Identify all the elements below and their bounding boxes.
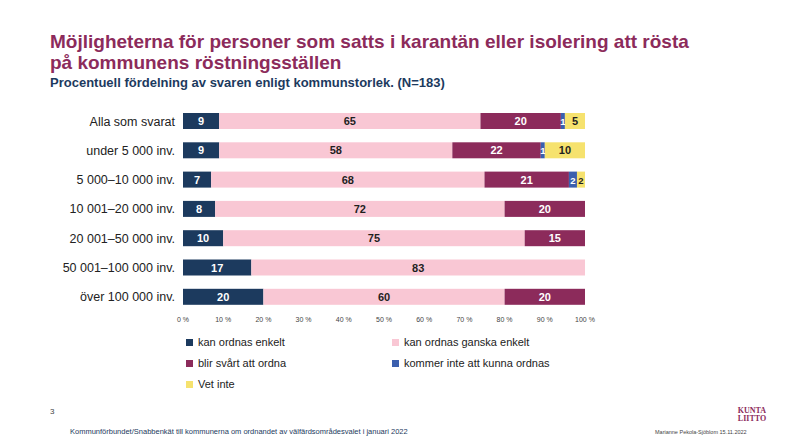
data-label: 10 <box>197 232 209 244</box>
tick-label: 40 % <box>336 316 352 323</box>
data-label: 1 <box>540 145 546 156</box>
data-label: 15 <box>549 232 561 244</box>
bar-segment <box>183 142 219 158</box>
data-label: 65 <box>344 115 356 127</box>
tick-label: 50 % <box>376 316 392 323</box>
data-labels: 9652015958221107682122872201075151783206… <box>194 115 584 303</box>
category-label: under 5 000 inv. <box>86 144 175 158</box>
tick-label: 60 % <box>416 316 432 323</box>
title-line: på kommunens röstningsställen <box>50 52 341 73</box>
bar-segment <box>585 201 586 217</box>
legend-swatch <box>392 360 399 367</box>
tick-label: 100 % <box>575 316 595 323</box>
bar-segment <box>525 230 585 246</box>
tick-label: 0 % <box>177 316 189 323</box>
source: Kommunförbundet/Snabbenkät till kommuner… <box>70 427 408 436</box>
bar-segment <box>585 230 586 246</box>
category-label: över 100 000 inv. <box>80 290 175 304</box>
bars <box>183 113 585 305</box>
bar-segment <box>569 172 577 188</box>
tick-label: 80 % <box>497 316 513 323</box>
bar-segment <box>505 201 585 217</box>
data-label: 1 <box>560 116 566 127</box>
data-label: 5 <box>572 115 578 127</box>
bar-segment <box>585 260 586 276</box>
category-label: 10 001–20 000 inv. <box>70 202 175 216</box>
legend-swatch <box>186 339 193 346</box>
data-label: 2 <box>578 175 583 186</box>
tick-label: 90 % <box>537 316 553 323</box>
chart: Möjligheterna för personer som satts i k… <box>0 0 790 444</box>
bar-segment <box>485 172 569 188</box>
tick-label: 20 % <box>255 316 271 323</box>
page-number: 3 <box>50 407 55 416</box>
legend-label: Vet inte <box>198 378 235 390</box>
category-label: 5 000–10 000 inv. <box>77 173 175 187</box>
category-label: 20 001–50 000 inv. <box>70 232 175 246</box>
tick-label: 70 % <box>456 316 472 323</box>
data-label: 20 <box>515 115 527 127</box>
bar-segment <box>183 289 263 305</box>
tick-label: 10 % <box>215 316 231 323</box>
bar-segment <box>480 113 560 129</box>
data-label: 21 <box>521 174 533 186</box>
bar-segment <box>505 289 585 305</box>
bar-segment <box>183 201 215 217</box>
tick-label: 30 % <box>296 316 312 323</box>
bar-segment <box>251 260 585 276</box>
legend-swatch <box>186 381 193 388</box>
subtitle: Procentuell fördelning av svaren enligt … <box>50 75 445 90</box>
bar-segment <box>263 289 504 305</box>
logo: LIITTO <box>738 414 766 423</box>
category-label: Alla som svarat <box>90 115 176 129</box>
bar-segment <box>183 230 223 246</box>
bar-segment <box>585 260 586 276</box>
data-label: 75 <box>368 232 380 244</box>
bar-segment <box>183 260 251 276</box>
title-line: Möjligheterna för personer som satts i k… <box>50 31 689 52</box>
data-label: 17 <box>211 262 223 274</box>
bar-segment <box>545 142 585 158</box>
bar-segment <box>219 142 452 158</box>
bar-segment <box>215 201 504 217</box>
bar-segment <box>585 201 586 217</box>
data-label: 20 <box>217 291 229 303</box>
data-label: 22 <box>490 144 502 156</box>
data-label: 72 <box>354 203 366 215</box>
bar-segment <box>577 172 585 188</box>
data-label: 9 <box>198 115 204 127</box>
data-label: 20 <box>539 291 551 303</box>
data-label: 10 <box>559 144 571 156</box>
legend-label: kan ordnas ganska enkelt <box>404 336 529 348</box>
title: Möjligheterna för personer som satts i k… <box>50 31 689 73</box>
data-label: 68 <box>342 174 354 186</box>
data-label: 2 <box>570 175 575 186</box>
bar-segment <box>585 260 586 276</box>
data-label: 9 <box>198 144 204 156</box>
data-label: 58 <box>330 144 342 156</box>
data-label: 60 <box>378 291 390 303</box>
legend-swatch <box>186 360 193 367</box>
data-label: 83 <box>412 262 424 274</box>
legend-label: kan ordnas enkelt <box>198 336 285 348</box>
bar-segment <box>183 172 211 188</box>
legend-swatch <box>392 339 399 346</box>
data-label: 20 <box>539 203 551 215</box>
legend-label: kommer inte att kunna ordnas <box>404 357 550 369</box>
bar-segment <box>585 289 586 305</box>
bar-segment <box>585 230 586 246</box>
bar-segment <box>211 172 484 188</box>
category-label: 50 001–100 000 inv. <box>63 261 175 275</box>
author: Marianne Pekola-Sjöblom 15.11.2022 <box>655 429 747 435</box>
legend-label: blir svårt att ordna <box>198 357 287 369</box>
bar-segment <box>565 113 585 129</box>
bar-segment <box>452 142 540 158</box>
data-label: 8 <box>196 203 202 215</box>
data-label: 7 <box>194 174 200 186</box>
bar-segment <box>223 230 525 246</box>
bar-segment <box>183 113 219 129</box>
bar-segment <box>585 289 586 305</box>
bar-segment <box>219 113 480 129</box>
